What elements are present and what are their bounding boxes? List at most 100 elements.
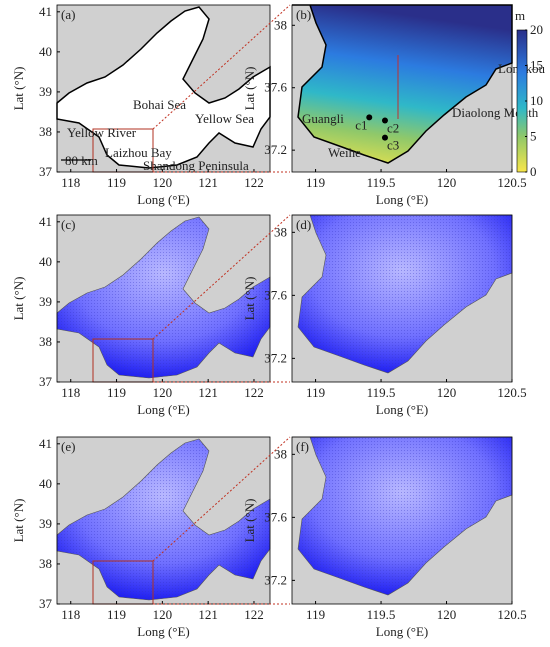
y-tick-label: 40: [39, 476, 52, 491]
colorbar-tick-label: 15: [530, 58, 543, 73]
map-panel: 119 119.5 120 120.5 37.2 37.6 38 Long (°E) Lat (…: [242, 436, 527, 639]
map-panel: 118 119 120 121 122 37 38 39 40 41 Long (°E) Lat (°…: [11, 436, 271, 639]
station: [381, 117, 388, 124]
y-tick-label: 39: [39, 84, 52, 99]
x-tick-label: 122: [244, 385, 264, 400]
x-axis-label: Long (°E): [137, 192, 190, 207]
x-tick-label: 120: [437, 607, 457, 622]
annotation: Yellow Sea: [195, 111, 254, 126]
y-tick-label: 40: [39, 44, 52, 59]
x-tick-label: 121: [198, 385, 218, 400]
station: [381, 134, 388, 141]
axes-frame: [291, 214, 513, 383]
axes-frame: [56, 436, 271, 605]
sea: [292, 4, 513, 164]
x-tick-label: 120.5: [497, 607, 526, 622]
y-tick-label: 37: [39, 164, 53, 179]
y-tick-label: 38: [39, 334, 52, 349]
annotation: Bohai Sea: [133, 97, 186, 112]
map-panel: 118 119 120 121 122 37 38 39 40 41 Long (°E) Lat (°…: [11, 214, 271, 417]
colorbar-tick-label: 20: [530, 22, 543, 37]
x-tick-label: 120: [153, 385, 173, 400]
mesh: [57, 217, 270, 378]
x-tick-label: 120: [437, 385, 457, 400]
station-label: c2: [387, 120, 399, 135]
x-tick-label: 118: [61, 175, 80, 190]
x-tick-label: 119.5: [367, 607, 396, 622]
y-tick-label: 40: [39, 254, 52, 269]
y-tick-label: 39: [39, 294, 52, 309]
panel-label: (e): [61, 439, 75, 454]
zoom-connector: [152, 4, 291, 130]
x-tick-label: 121: [198, 175, 218, 190]
y-tick-label: 38: [39, 556, 52, 571]
x-tick-label: 118: [61, 607, 80, 622]
y-tick-label: 37: [39, 596, 53, 611]
x-tick-label: 120.5: [497, 385, 526, 400]
x-tick-label: 119.5: [367, 175, 396, 190]
mesh: [292, 437, 512, 595]
x-tick-label: 119: [107, 175, 126, 190]
x-tick-label: 119: [306, 175, 325, 190]
annotation: Shandong Peninsula: [143, 158, 249, 173]
y-tick-label: 41: [39, 4, 52, 19]
y-axis-label: Lat (°N): [11, 277, 26, 321]
map-panel: 119 119.5 120 120.5 37.2 37.6 38 Long (°E) Lat (…: [242, 4, 545, 207]
y-axis-label: Lat (°N): [11, 499, 26, 543]
map-panel: 119 119.5 120 120.5 37.2 37.6 38 Long (°E) Lat (…: [242, 214, 527, 417]
colorbar-tick-label: 0: [530, 164, 537, 179]
axes-frame: [291, 436, 513, 605]
y-axis-label: Lat (°N): [242, 277, 257, 321]
y-axis-label: Lat (°N): [242, 67, 257, 111]
x-axis-label: Long (°E): [137, 402, 190, 417]
colorbar-unit: m: [515, 8, 525, 23]
panel-label: (f): [296, 439, 309, 454]
annotation: Yellow River: [67, 125, 137, 140]
y-tick-label: 37.2: [264, 572, 287, 587]
annotation: Weihe: [328, 145, 361, 160]
mesh: [57, 439, 270, 600]
y-axis-label: Lat (°N): [11, 67, 26, 111]
axes-frame: [56, 4, 271, 173]
map-panel: 118 119 120 121 122 37 38 39 40 41 Long (°E) Lat (°…: [11, 4, 271, 207]
x-axis-label: Long (°E): [376, 402, 429, 417]
axes-frame: [291, 4, 513, 173]
x-tick-label: 119: [107, 385, 126, 400]
y-tick-label: 38: [274, 446, 287, 461]
panel-label: (b): [296, 7, 311, 22]
y-tick-label: 37.6: [264, 287, 287, 302]
x-tick-label: 120: [153, 607, 173, 622]
y-tick-label: 38: [274, 17, 287, 32]
colorbar-tick-label: 5: [530, 129, 537, 144]
panel-label: (d): [296, 217, 311, 232]
station: [366, 114, 373, 121]
x-tick-label: 122: [244, 607, 264, 622]
y-tick-label: 37: [39, 374, 53, 389]
x-axis-label: Long (°E): [137, 624, 190, 639]
y-tick-label: 37.6: [264, 509, 287, 524]
y-axis-label: Lat (°N): [242, 499, 257, 543]
y-tick-label: 37.2: [264, 142, 287, 157]
x-tick-label: 119: [107, 607, 126, 622]
sea: [56, 6, 271, 169]
y-tick-label: 37.2: [264, 350, 287, 365]
annotation: Laizhou Bay: [105, 145, 172, 160]
x-tick-label: 121: [198, 607, 218, 622]
x-tick-label: 122: [244, 175, 264, 190]
x-tick-label: 118: [61, 385, 80, 400]
zoom-connector: [152, 214, 291, 340]
x-tick-label: 120: [153, 175, 173, 190]
y-tick-label: 38: [274, 224, 287, 239]
x-axis-label: Long (°E): [376, 624, 429, 639]
y-tick-label: 39: [39, 516, 52, 531]
x-axis-label: Long (°E): [376, 192, 429, 207]
x-tick-label: 120: [437, 175, 457, 190]
y-tick-label: 41: [39, 214, 52, 229]
mesh: [292, 215, 512, 373]
zoom-connector: [152, 436, 291, 562]
x-tick-label: 120.5: [497, 175, 526, 190]
annotation: Guangli: [302, 111, 344, 126]
axes-frame: [56, 214, 271, 383]
station-label: c1: [355, 117, 367, 132]
